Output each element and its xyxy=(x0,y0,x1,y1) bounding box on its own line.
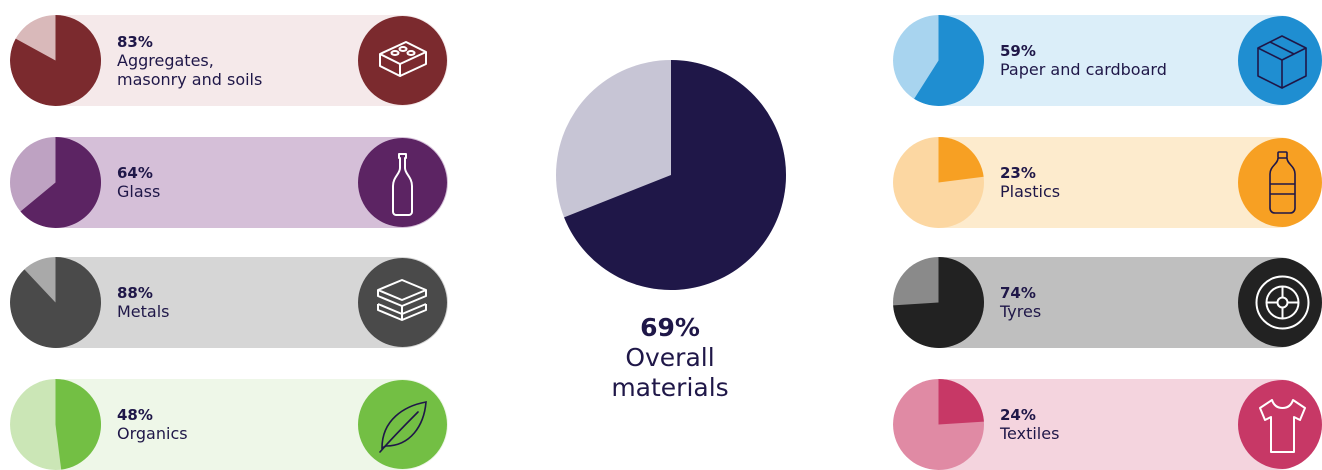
tyres-card: 74% Tyres xyxy=(893,257,1322,348)
metals-value-slice xyxy=(10,257,101,348)
paper-label: Paper and cardboard xyxy=(1000,60,1167,79)
aggregates-label: masonry and soils xyxy=(117,69,263,89)
organics-card: 48% Organics xyxy=(10,379,448,470)
aggregates-pie-chart xyxy=(10,15,101,106)
textiles-card: 24% Textiles xyxy=(893,379,1322,470)
overall-value-slice xyxy=(564,60,786,290)
metals-text: 88% Metals xyxy=(117,257,170,348)
aggregates-card: 83% Aggregates, masonry and soils xyxy=(10,15,448,106)
glass-value-slice xyxy=(20,137,101,228)
metals-percent: 88% xyxy=(117,284,153,302)
aggregates-percent: 83% xyxy=(117,32,153,51)
paper-percent: 59% xyxy=(1000,42,1036,60)
box-icon xyxy=(1238,16,1322,105)
plastics-card: 23% Plastics xyxy=(893,137,1322,228)
textiles-pie-chart xyxy=(893,379,984,470)
tyres-text: 74% Tyres xyxy=(1000,257,1041,348)
paper-card: 59% Paper and cardboard xyxy=(893,15,1322,106)
overall-title: Overall materials xyxy=(611,343,729,402)
metals-pie-chart xyxy=(10,257,101,348)
textiles-percent: 24% xyxy=(1000,406,1036,424)
brick-icon xyxy=(358,16,447,105)
aggregates-label: Aggregates, xyxy=(117,50,214,70)
glass-pie-chart xyxy=(10,137,101,228)
metal-bars-icon xyxy=(358,258,447,347)
glass-label: Glass xyxy=(117,182,161,201)
textiles-value-slice xyxy=(938,379,984,425)
organics-text: 48% Organics xyxy=(117,379,188,470)
plastic-bottle-icon xyxy=(1238,138,1322,227)
tyres-percent: 74% xyxy=(1000,284,1036,302)
aggregates-text: 83% Aggregates, masonry and soils xyxy=(117,15,262,106)
tyres-value-slice xyxy=(893,257,984,348)
bottle-icon xyxy=(358,138,447,227)
plastics-label: Plastics xyxy=(1000,182,1061,201)
paper-text: 59% Paper and cardboard xyxy=(1000,15,1167,106)
tyre-icon xyxy=(1238,258,1322,347)
organics-pie-chart xyxy=(10,379,101,470)
paper-value-slice xyxy=(914,15,984,106)
leaf-icon xyxy=(358,380,447,469)
organics-percent: 48% xyxy=(117,406,153,424)
plastics-value-slice xyxy=(938,137,984,183)
overall-pie-chart xyxy=(556,60,786,290)
textiles-text: 24% Textiles xyxy=(1000,379,1059,470)
plastics-percent: 23% xyxy=(1000,164,1036,182)
organics-value-slice xyxy=(55,379,101,470)
metals-card: 88% Metals xyxy=(10,257,448,348)
aggregates-value-slice xyxy=(10,15,101,106)
overall-label: 69% Overall materials xyxy=(570,313,770,403)
tyres-pie-chart xyxy=(893,257,984,348)
tyres-label: Tyres xyxy=(1000,302,1042,321)
plastics-text: 23% Plastics xyxy=(1000,137,1060,228)
textiles-label: Textiles xyxy=(1000,424,1060,443)
plastics-pie-chart xyxy=(893,137,984,228)
organics-label: Organics xyxy=(117,424,188,443)
glass-card: 64% Glass xyxy=(10,137,448,228)
tshirt-icon xyxy=(1238,380,1322,469)
overall-percent: 69% xyxy=(640,313,700,342)
glass-text: 64% Glass xyxy=(117,137,160,228)
metals-label: Metals xyxy=(117,302,170,321)
paper-pie-chart xyxy=(893,15,984,106)
glass-percent: 64% xyxy=(117,164,153,182)
